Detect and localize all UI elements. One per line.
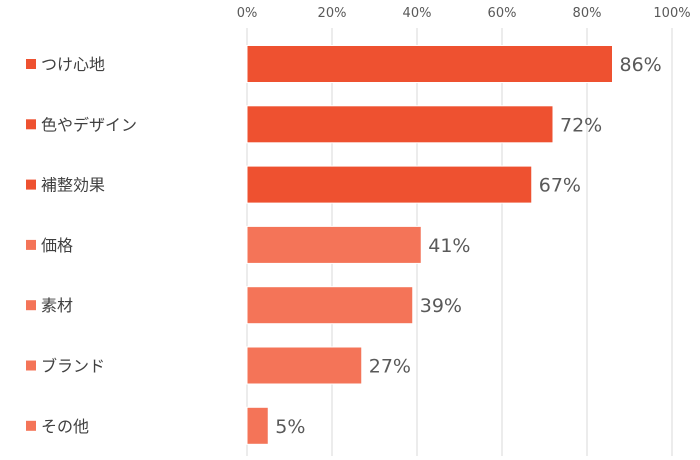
category-label: つけ心地: [41, 55, 105, 74]
bar: [246, 406, 269, 445]
data-label: 39%: [420, 295, 462, 317]
bar: [246, 286, 414, 325]
x-tick-label: 60%: [488, 6, 517, 21]
data-label: 41%: [428, 235, 470, 257]
bar: [246, 105, 554, 144]
category-marker: [26, 360, 36, 371]
x-tick-label: 20%: [318, 6, 347, 21]
category-label: 補整効果: [41, 176, 105, 195]
x-axis-ticks: 0% 20% 40% 60% 80% 100%: [237, 6, 691, 21]
category-label: その他: [41, 417, 89, 436]
data-label: 27%: [369, 356, 411, 378]
x-tick-label: 100%: [653, 6, 690, 21]
x-tick-label: 0%: [237, 6, 258, 21]
bar: [246, 45, 613, 83]
category-marker: [26, 420, 36, 431]
category-label: 価格: [41, 236, 73, 255]
bar: [246, 346, 363, 385]
category-marker: [26, 59, 36, 69]
category-label: 素材: [41, 296, 73, 315]
category-marker: [26, 239, 36, 250]
x-tick-label: 80%: [573, 6, 602, 21]
category-marker: [26, 119, 36, 130]
category-label: ブランド: [41, 357, 105, 376]
data-label: 72%: [560, 114, 602, 136]
category-marker: [26, 179, 36, 190]
data-label: 5%: [275, 416, 305, 438]
x-tick-label: 40%: [403, 6, 432, 21]
data-label: 86%: [620, 54, 662, 76]
category-label: 色やデザイン: [41, 115, 137, 134]
data-label: 67%: [539, 175, 581, 197]
bar: [246, 165, 533, 204]
bar: [246, 225, 422, 264]
category-marker: [26, 300, 36, 311]
bars: 86% 72% 67% 41% 39% 27% 5%: [246, 45, 662, 445]
